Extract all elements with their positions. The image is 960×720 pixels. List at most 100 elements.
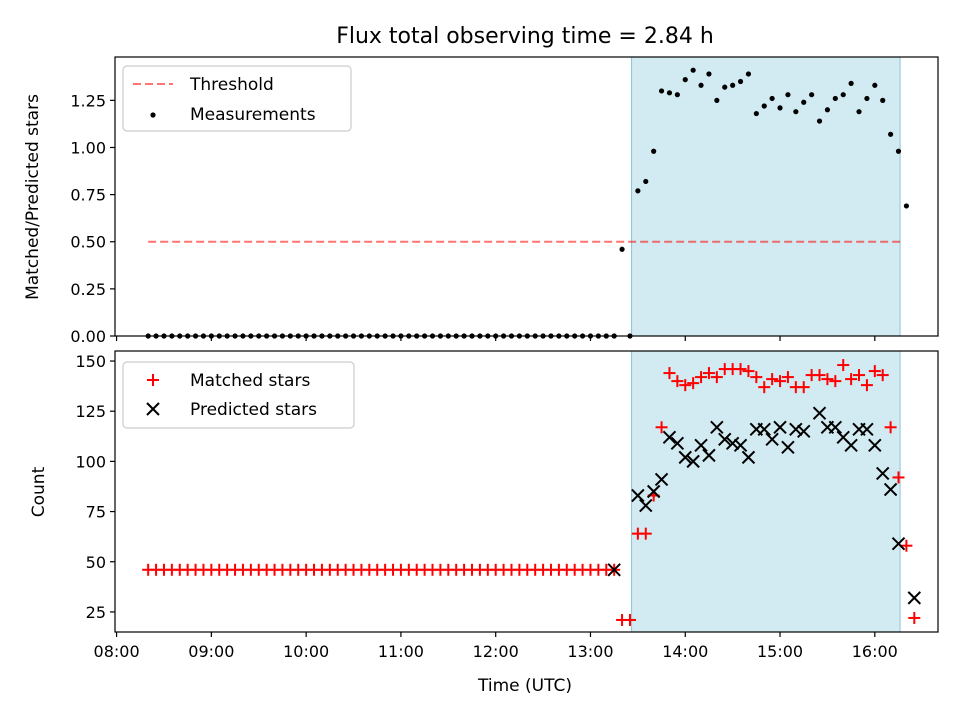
matched-point	[774, 375, 787, 388]
measurements-legend-label: Measurements	[190, 105, 316, 125]
predicted-point	[860, 422, 874, 436]
matched-point	[821, 373, 834, 386]
x-tick-label: 11:00	[378, 642, 424, 661]
matched-legend-label: Matched stars	[190, 371, 310, 391]
predicted-point	[678, 450, 692, 465]
bottom-y-tick-label: 125	[75, 402, 106, 421]
predicted-point	[639, 498, 653, 513]
measurement-point	[619, 246, 625, 252]
measurement-point	[722, 84, 728, 90]
measurement-point	[903, 203, 910, 209]
matched-point	[639, 527, 652, 540]
matched-point	[837, 359, 850, 372]
predicted-point	[702, 448, 716, 463]
measurement-point	[801, 99, 807, 105]
top-y-tick-label: 1.00	[70, 138, 106, 157]
matched-legend-swatch	[147, 374, 159, 386]
measurement-point	[730, 82, 736, 88]
measurement-point	[880, 97, 886, 103]
matched-point	[710, 371, 723, 384]
measurement-point	[674, 92, 680, 98]
matched-point	[663, 367, 676, 380]
predicted-point	[844, 438, 858, 453]
measurement-point	[690, 67, 696, 73]
matched-point	[797, 381, 810, 394]
top-y-axis: 0.00 0.25 0.50 0.75 1.00 1.25	[70, 91, 115, 346]
top-legend-box	[122, 65, 352, 132]
bottom-plot-area	[142, 350, 922, 633]
top-axes-frame	[114, 56, 939, 337]
measurement-point	[698, 82, 704, 88]
predicted-point	[718, 432, 732, 447]
predicted-point	[907, 591, 922, 605]
measurement-point	[856, 109, 862, 115]
predicted-point	[891, 536, 906, 551]
measurement-point	[864, 95, 870, 102]
matched-point	[695, 371, 708, 384]
predicted-point	[765, 432, 779, 447]
predicted-point	[710, 420, 724, 434]
matched-point	[679, 379, 692, 392]
measurements-legend-swatch	[150, 112, 156, 118]
matched-point	[892, 471, 905, 484]
measurement-point	[658, 88, 665, 94]
predicted-point	[741, 450, 756, 465]
predicted-point	[646, 484, 661, 499]
top-y-tick-label: 1.25	[70, 91, 106, 110]
matched-point	[750, 371, 763, 384]
predicted-point	[686, 454, 700, 469]
measurement-point	[832, 95, 838, 102]
top-y-tick-label: 0.75	[70, 186, 106, 205]
predicted-point	[868, 438, 882, 453]
matched-point	[671, 375, 684, 388]
predicted-point	[876, 466, 890, 481]
x-tick-label: 10:00	[283, 642, 329, 661]
predicted-point	[883, 482, 898, 497]
measurement-point	[706, 71, 712, 77]
bottom-y-tick-label: 100	[75, 452, 106, 471]
matched-point	[623, 613, 636, 626]
matched-point	[908, 611, 921, 624]
x-tick-label: 14:00	[662, 642, 708, 661]
bottom-series-0	[142, 359, 921, 626]
top-y-tick-label: 0.00	[70, 327, 106, 346]
predicted-point	[812, 406, 827, 420]
bottom-y-tick-label: 150	[75, 352, 106, 371]
top-observing-span	[631, 56, 901, 337]
measurement-point	[643, 178, 649, 185]
x-tick-label: 12:00	[473, 642, 519, 661]
matched-point	[766, 373, 779, 386]
bottom-y-tick-label: 75	[86, 503, 106, 522]
x-tick-label: 15:00	[757, 642, 803, 661]
top-panel: 0.00 0.25 0.50 0.75 1.00 1.25 Matched/Predict…	[23, 56, 939, 346]
bottom-y-axis: 25 50 75 100 125 150	[75, 352, 115, 622]
predicted-point	[781, 440, 795, 455]
x-tick-label: 16:00	[852, 642, 898, 661]
matched-point	[813, 369, 826, 382]
predicted-point	[757, 422, 771, 436]
bottom-legend: Matched stars Predicted stars	[122, 361, 355, 429]
predicted-point	[631, 488, 645, 503]
measurement-point	[895, 148, 902, 154]
measurement-point	[745, 71, 752, 77]
predicted-point	[725, 436, 740, 451]
bottom-legend-box	[122, 361, 355, 429]
matched-point	[884, 421, 897, 434]
measurement-point	[872, 82, 878, 88]
matched-point	[687, 377, 700, 390]
matched-point	[860, 379, 873, 392]
measurement-point	[769, 95, 775, 102]
predicted-point	[607, 563, 621, 577]
measurement-point	[809, 92, 815, 98]
predicted-point	[654, 472, 669, 487]
measurement-point	[635, 188, 641, 194]
measurement-point	[753, 110, 759, 117]
top-y-axis-label: Matched/Predicted stars	[23, 94, 43, 300]
top-y-tick-label: 0.25	[70, 280, 106, 299]
matched-point	[742, 365, 755, 378]
predicted-point	[662, 430, 677, 445]
measurement-point	[785, 92, 791, 98]
predicted-legend-label: Predicted stars	[190, 400, 317, 420]
x-axis-label: Time (UTC)	[477, 676, 572, 696]
